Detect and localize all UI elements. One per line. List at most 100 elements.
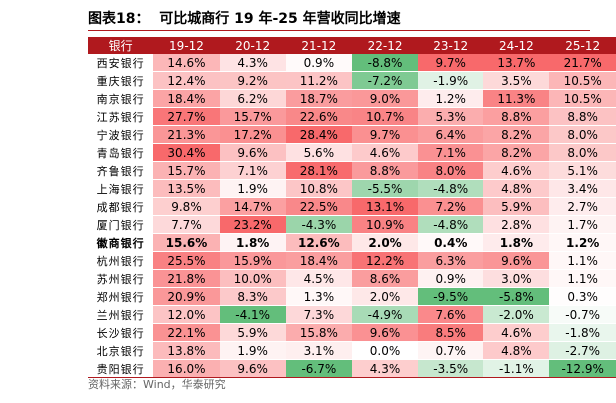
- growth-cell: 23.2%: [219, 215, 286, 234]
- growth-cell: 3.1%: [285, 341, 353, 360]
- growth-cell: 17.2%: [219, 125, 286, 144]
- growth-cell: 22.6%: [285, 107, 353, 126]
- growth-cell: -8.8%: [352, 54, 419, 72]
- growth-cell: 9.0%: [352, 89, 419, 108]
- growth-cell: 4.6%: [483, 161, 550, 180]
- growth-cell: -4.9%: [352, 305, 419, 324]
- growth-cell: 0.9%: [285, 54, 353, 72]
- growth-cell: 8.8%: [483, 107, 550, 126]
- growth-cell: 13.8%: [153, 341, 220, 360]
- growth-cell: 1.1%: [549, 269, 616, 288]
- growth-cell: 4.8%: [483, 341, 550, 360]
- bank-name: 江苏银行: [96, 110, 145, 124]
- growth-cell: 3.0%: [483, 269, 550, 288]
- table-row: 西安银行 14.6% 4.3% 0.9% -8.8% 9.7% 13.7% 21.7%: [88, 54, 616, 72]
- table-row: 南京银行 18.4% 6.2% 18.7% 9.0% 1.2% 11.3% 10.5%: [88, 89, 616, 108]
- source-note: 资料来源：Wind，华泰研究: [88, 378, 226, 391]
- growth-cell: 14.6%: [153, 54, 220, 72]
- bank-name: 成都银行: [96, 200, 145, 214]
- growth-cell: 14.7%: [219, 197, 286, 216]
- column-header: 银行: [88, 37, 154, 54]
- growth-cell: 10.5%: [549, 89, 616, 108]
- table-row: 北京银行 13.8% 1.9% 3.1% 0.0% 0.7% 4.8% -2.7%: [88, 341, 616, 360]
- column-header: 19-12: [153, 37, 220, 54]
- growth-cell: 15.8%: [285, 323, 353, 342]
- column-header: 25-12: [549, 37, 616, 54]
- growth-cell: 15.7%: [153, 161, 220, 180]
- growth-cell: 10.9%: [352, 215, 419, 234]
- growth-cell: -1.8%: [549, 323, 616, 342]
- bank-name: 厦门银行: [96, 218, 145, 232]
- growth-cell: 18.4%: [285, 251, 353, 270]
- growth-cell: 7.1%: [219, 161, 286, 180]
- growth-cell: 0.3%: [549, 287, 616, 306]
- growth-cell: 9.8%: [153, 197, 220, 216]
- growth-cell: 11.2%: [285, 71, 353, 90]
- growth-cell: 10.5%: [549, 71, 616, 90]
- growth-cell: 9.6%: [219, 359, 286, 378]
- table-row: 江苏银行 27.7% 15.7% 22.6% 10.7% 5.3% 8.8% 8.8%: [88, 107, 616, 126]
- growth-cell: 21.8%: [153, 269, 220, 288]
- growth-cell: 3.4%: [549, 179, 616, 198]
- growth-cell: -4.8%: [418, 179, 484, 198]
- bank-name: 上海银行: [96, 182, 145, 196]
- growth-cell: -4.8%: [418, 215, 484, 234]
- growth-cell: 2.0%: [352, 287, 419, 306]
- growth-cell: 12.2%: [352, 251, 419, 270]
- growth-cell: 12.6%: [285, 233, 353, 252]
- growth-cell: 1.2%: [549, 233, 616, 252]
- growth-cell: -2.7%: [549, 341, 616, 360]
- column-header: 20-12: [219, 37, 286, 54]
- table-row: 贵阳银行 16.0% 9.6% -6.7% 4.3% -3.5% -1.1% -12.9%: [88, 359, 616, 378]
- growth-cell: 7.7%: [153, 215, 220, 234]
- growth-cell: 27.7%: [153, 107, 220, 126]
- growth-cell: 2.7%: [549, 197, 616, 216]
- growth-cell: -6.7%: [285, 359, 353, 378]
- table-row: 杭州银行 25.5% 15.9% 18.4% 12.2% 6.3% 9.6% 1.1%: [88, 251, 616, 270]
- growth-cell: 4.5%: [285, 269, 353, 288]
- column-header: 21-12: [285, 37, 353, 54]
- growth-cell: 0.7%: [418, 341, 484, 360]
- growth-cell: -4.3%: [285, 215, 353, 234]
- growth-cell: 1.2%: [418, 89, 484, 108]
- growth-cell: 5.1%: [549, 161, 616, 180]
- title: 图表18： 可比城商行 19 年-25 年营收同比增速: [88, 11, 401, 27]
- growth-cell: 5.9%: [219, 323, 286, 342]
- growth-cell: -1.9%: [418, 71, 484, 90]
- table-row: 重庆银行 12.4% 9.2% 11.2% -7.2% -1.9% 3.5% 10.5%: [88, 71, 616, 90]
- growth-cell: 25.5%: [153, 251, 220, 270]
- growth-cell: 3.5%: [483, 71, 550, 90]
- growth-cell: 9.6%: [352, 323, 419, 342]
- growth-cell: 0.0%: [369, 343, 401, 358]
- growth-cell: 1.3%: [285, 287, 353, 306]
- growth-cell: -7.2%: [352, 71, 419, 90]
- column-header: 22-12: [352, 37, 419, 54]
- growth-cell: 8.8%: [549, 107, 616, 126]
- growth-cell: 6.3%: [418, 251, 484, 270]
- bank-name: 宁波银行: [96, 128, 145, 142]
- growth-cell: 13.7%: [483, 54, 550, 72]
- growth-cell: -2.0%: [483, 305, 550, 324]
- growth-cell: 4.6%: [352, 143, 419, 162]
- growth-cell: 4.8%: [483, 179, 550, 198]
- bank-name: 郑州银行: [96, 290, 145, 304]
- growth-cell: 0.9%: [418, 269, 484, 288]
- bank-name: 兰州银行: [96, 308, 145, 322]
- growth-cell: 28.4%: [285, 125, 353, 144]
- growth-cell: 10.0%: [219, 269, 286, 288]
- bank-name: 长沙银行: [96, 326, 145, 340]
- table-row: 齐鲁银行 15.7% 7.1% 28.1% 8.8% 8.0% 4.6% 5.1%: [88, 161, 616, 180]
- growth-cell: 9.2%: [219, 71, 286, 90]
- growth-cell: 5.3%: [418, 107, 484, 126]
- growth-cell: 7.1%: [418, 143, 484, 162]
- growth-cell: 12.0%: [153, 305, 220, 324]
- growth-cell: 2.0%: [352, 233, 419, 252]
- growth-cell: 9.7%: [352, 125, 419, 144]
- growth-cell: 1.9%: [219, 341, 286, 360]
- growth-cell: 30.4%: [153, 143, 220, 162]
- table-row: 兰州银行 12.0% -4.1% 7.3% -4.9% 7.6% -2.0% -0.7%: [88, 305, 616, 324]
- growth-cell: -5.5%: [352, 179, 419, 198]
- growth-cell: -3.5%: [418, 359, 484, 378]
- growth-cell: 22.1%: [153, 323, 220, 342]
- growth-cell: 13.5%: [153, 179, 220, 198]
